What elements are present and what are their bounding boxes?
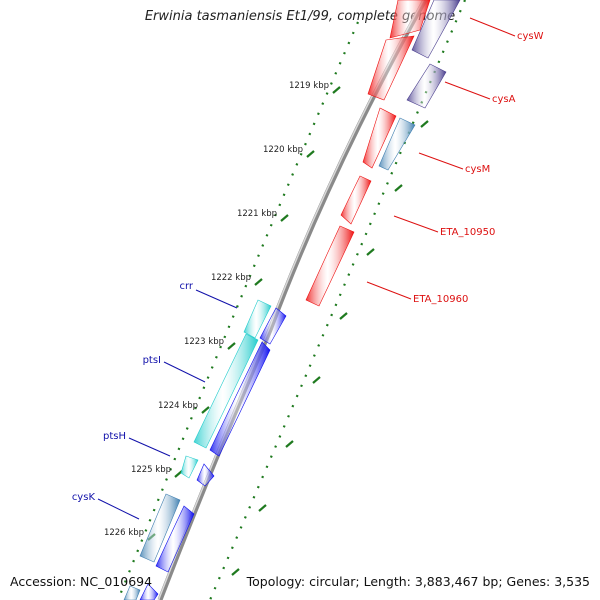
gene-ptsH	[180, 455, 199, 479]
gene-cysM-red	[362, 107, 397, 169]
tick-mark	[306, 150, 315, 158]
outer-tick-mark	[366, 248, 375, 256]
gene-leader-line	[128, 437, 171, 457]
tick-mark	[201, 406, 210, 414]
gene-crr	[243, 299, 272, 339]
gene-partial-blue	[139, 583, 159, 600]
tick-mark	[280, 214, 289, 222]
tick-mark	[174, 470, 183, 478]
gene-cysK	[139, 493, 181, 563]
gene-ptsI-blue	[209, 341, 271, 457]
gene-leader-line	[418, 152, 464, 170]
gene-label: ETA_10960	[413, 294, 468, 305]
gene-label: ETA_10950	[440, 227, 495, 238]
tick-label: 1223 kbp	[184, 337, 224, 347]
tick-mark	[227, 342, 236, 350]
outer-tick-mark	[231, 568, 240, 576]
accession-text: Accession: NC_010694	[10, 574, 153, 589]
tick-mark	[332, 86, 341, 94]
gene-cysA-red	[367, 35, 415, 101]
gene-cysK-blue	[155, 505, 195, 573]
gene-cysW	[411, 0, 461, 59]
gene-label: ptsH	[103, 431, 126, 442]
tick-label: 1226 kbp	[104, 528, 144, 538]
gene-crr-blue	[259, 307, 287, 345]
map-title: Erwinia tasmaniensis Et1/99, complete ge…	[144, 9, 456, 24]
tick-mark	[254, 278, 263, 286]
gene-ETA_10960	[305, 225, 355, 307]
gene-leader-line	[195, 289, 238, 309]
gene-label: ptsI	[143, 355, 161, 366]
gene-leader-line	[393, 215, 439, 233]
outer-tick-mark	[420, 120, 429, 128]
tick-label: 1220 kbp	[263, 145, 303, 155]
gene-cysA	[406, 63, 447, 109]
gene-label: cysM	[465, 164, 490, 175]
gene-partial-steel	[123, 585, 141, 600]
gene-label: cysK	[72, 492, 96, 503]
tick-label: 1224 kbp	[158, 401, 198, 411]
gene-leader-line	[469, 17, 516, 37]
gene-cysM	[378, 117, 416, 171]
tick-label: 1222 kbp	[211, 273, 251, 283]
gene-label: cysA	[492, 94, 516, 105]
topology-text: Topology: circular; Length: 3,883,467 bp…	[246, 574, 590, 589]
outer-tick-mark	[312, 376, 321, 384]
tick-label: 1219 kbp	[289, 81, 329, 91]
tick-label: 1225 kbp	[131, 465, 171, 475]
gene-ptsH-blue	[196, 463, 215, 487]
gene-leader-line	[163, 361, 206, 383]
gene-ptsI	[193, 333, 259, 449]
gene-cysW-red	[389, 0, 431, 39]
gene-leader-line	[97, 498, 140, 520]
gene-leader-line	[444, 81, 491, 100]
outer-tick-mark	[394, 184, 403, 192]
gene-label: cysW	[517, 31, 544, 42]
outer-tick-mark	[339, 312, 348, 320]
outer-tick-mark	[285, 440, 294, 448]
gene-leader-line	[366, 281, 412, 300]
gene-label: crr	[179, 281, 193, 292]
tick-label: 1221 kbp	[237, 209, 277, 219]
inner-tick-track	[116, 21, 360, 600]
outer-tick-mark	[258, 504, 267, 512]
gene-ETA_10950	[340, 175, 372, 225]
